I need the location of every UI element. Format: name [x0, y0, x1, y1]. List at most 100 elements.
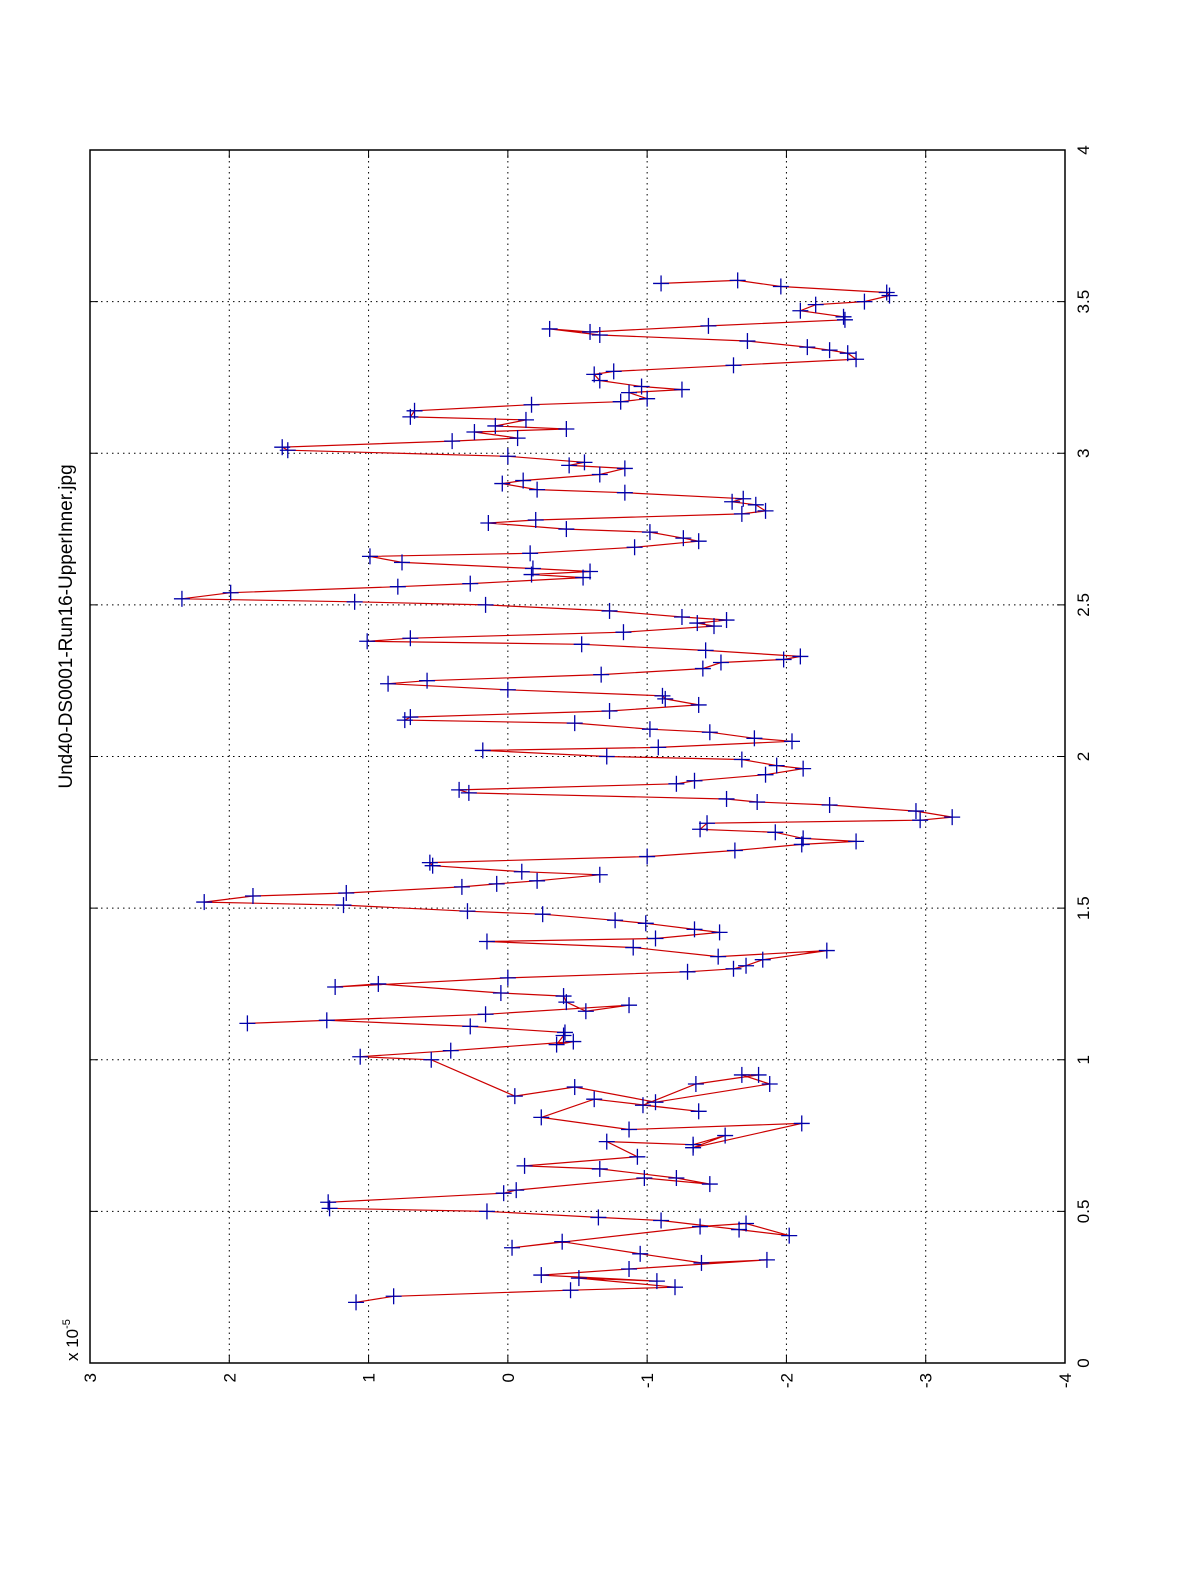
- data-point-marker: [612, 393, 629, 410]
- data-point-marker: [566, 715, 583, 732]
- data-point-marker: [361, 548, 378, 565]
- data-point-marker: [772, 278, 789, 295]
- data-point-marker: [653, 1212, 670, 1229]
- data-point-marker: [494, 475, 511, 492]
- data-point-marker: [533, 1267, 550, 1284]
- data-point-marker: [541, 320, 558, 337]
- data-point-marker: [767, 824, 784, 841]
- data-point-marker: [607, 912, 624, 929]
- series-group: [173, 272, 961, 1311]
- data-point-marker: [523, 396, 540, 413]
- data-point-marker: [570, 1270, 587, 1287]
- data-point-marker: [480, 514, 497, 531]
- data-point-marker: [419, 672, 436, 689]
- y-multiplier-exponent: -5: [61, 1319, 73, 1329]
- data-point-marker: [402, 408, 419, 425]
- data-point-marker: [690, 533, 707, 550]
- data-point-marker: [750, 1066, 767, 1083]
- data-point-marker: [576, 454, 593, 471]
- data-point-marker: [582, 323, 599, 340]
- data-point-marker: [406, 402, 423, 419]
- data-point-marker: [793, 836, 810, 853]
- data-point-marker: [648, 1273, 665, 1290]
- data-point-marker: [781, 1227, 798, 1244]
- data-point-marker: [601, 703, 618, 720]
- data-point-marker: [529, 872, 546, 889]
- data-point-marker: [222, 584, 239, 601]
- data-point-marker: [239, 1015, 256, 1032]
- data-point-marker: [394, 554, 410, 571]
- data-point-marker: [327, 978, 344, 995]
- data-point-marker: [451, 781, 468, 798]
- data-point-marker: [673, 381, 690, 398]
- data-point-marker: [582, 563, 599, 580]
- data-point-marker: [575, 569, 592, 586]
- data-point-marker: [348, 1294, 365, 1311]
- data-point-marker: [733, 751, 750, 768]
- data-point-marker: [621, 1260, 638, 1277]
- data-point-marker: [717, 1127, 734, 1144]
- data-point-marker: [555, 1027, 572, 1044]
- data-point-marker: [335, 897, 352, 914]
- data-point-marker: [556, 1024, 573, 1041]
- data-point-marker: [784, 733, 800, 750]
- data-point-marker: [173, 590, 190, 607]
- data-point-marker: [636, 1170, 653, 1187]
- y-multiplier-label: x 10-5: [61, 1319, 82, 1361]
- data-point-marker: [625, 939, 642, 956]
- data-point-marker: [616, 484, 633, 501]
- data-point-marker: [668, 775, 685, 792]
- data-point-marker: [402, 630, 419, 647]
- data-point-marker: [711, 924, 728, 941]
- x-tick-label: 1.5: [1074, 896, 1093, 920]
- data-point-marker: [835, 308, 852, 325]
- data-point-marker: [821, 342, 838, 359]
- data-point-marker: [793, 1115, 810, 1132]
- data-point-marker: [657, 690, 674, 707]
- data-point-marker: [668, 1170, 685, 1187]
- data-point-marker: [615, 624, 632, 641]
- data-point-marker: [687, 1076, 704, 1093]
- data-point-marker: [693, 1254, 710, 1271]
- data-point-marker: [506, 1088, 523, 1105]
- data-point-marker: [621, 997, 638, 1014]
- data-point-marker: [912, 812, 929, 829]
- data-point-marker: [558, 420, 575, 437]
- data-point-marker: [775, 651, 792, 668]
- data-point-marker: [761, 1076, 778, 1093]
- x-tick-label: 3: [1074, 449, 1093, 458]
- data-point-marker: [733, 505, 750, 522]
- data-point-marker: [699, 815, 716, 832]
- data-point-marker: [561, 457, 578, 474]
- data-point-marker: [686, 772, 703, 789]
- data-point-marker: [633, 378, 650, 395]
- data-point-marker: [747, 496, 764, 513]
- data-point-marker: [495, 1185, 512, 1202]
- data-point-marker: [848, 351, 865, 368]
- data-point-marker: [647, 1094, 664, 1111]
- y-tick-label: -1: [638, 1373, 657, 1388]
- data-point-marker: [459, 903, 476, 920]
- data-point-marker: [598, 748, 615, 765]
- data-point-marker: [724, 493, 741, 510]
- data-point-marker: [590, 1209, 607, 1226]
- data-point-marker: [499, 969, 516, 986]
- data-point-marker: [739, 333, 756, 350]
- data-point-marker: [591, 866, 608, 883]
- data-point-marker: [639, 390, 656, 407]
- y-tick-label: 1: [360, 1373, 379, 1382]
- data-point-marker: [577, 1003, 594, 1020]
- data-point-marker: [754, 951, 771, 968]
- data-point-marker: [274, 439, 291, 456]
- data-point-marker: [626, 539, 643, 556]
- x-tick-label: 0.5: [1074, 1200, 1093, 1224]
- data-point-marker: [641, 721, 658, 738]
- data-point-marker: [725, 960, 742, 977]
- data-point-marker: [686, 921, 703, 938]
- data-point-marker: [591, 326, 608, 343]
- grid-lines: [90, 150, 1065, 1363]
- data-point-marker: [380, 675, 397, 692]
- data-point-marker: [462, 1018, 479, 1035]
- data-point-marker: [821, 797, 838, 814]
